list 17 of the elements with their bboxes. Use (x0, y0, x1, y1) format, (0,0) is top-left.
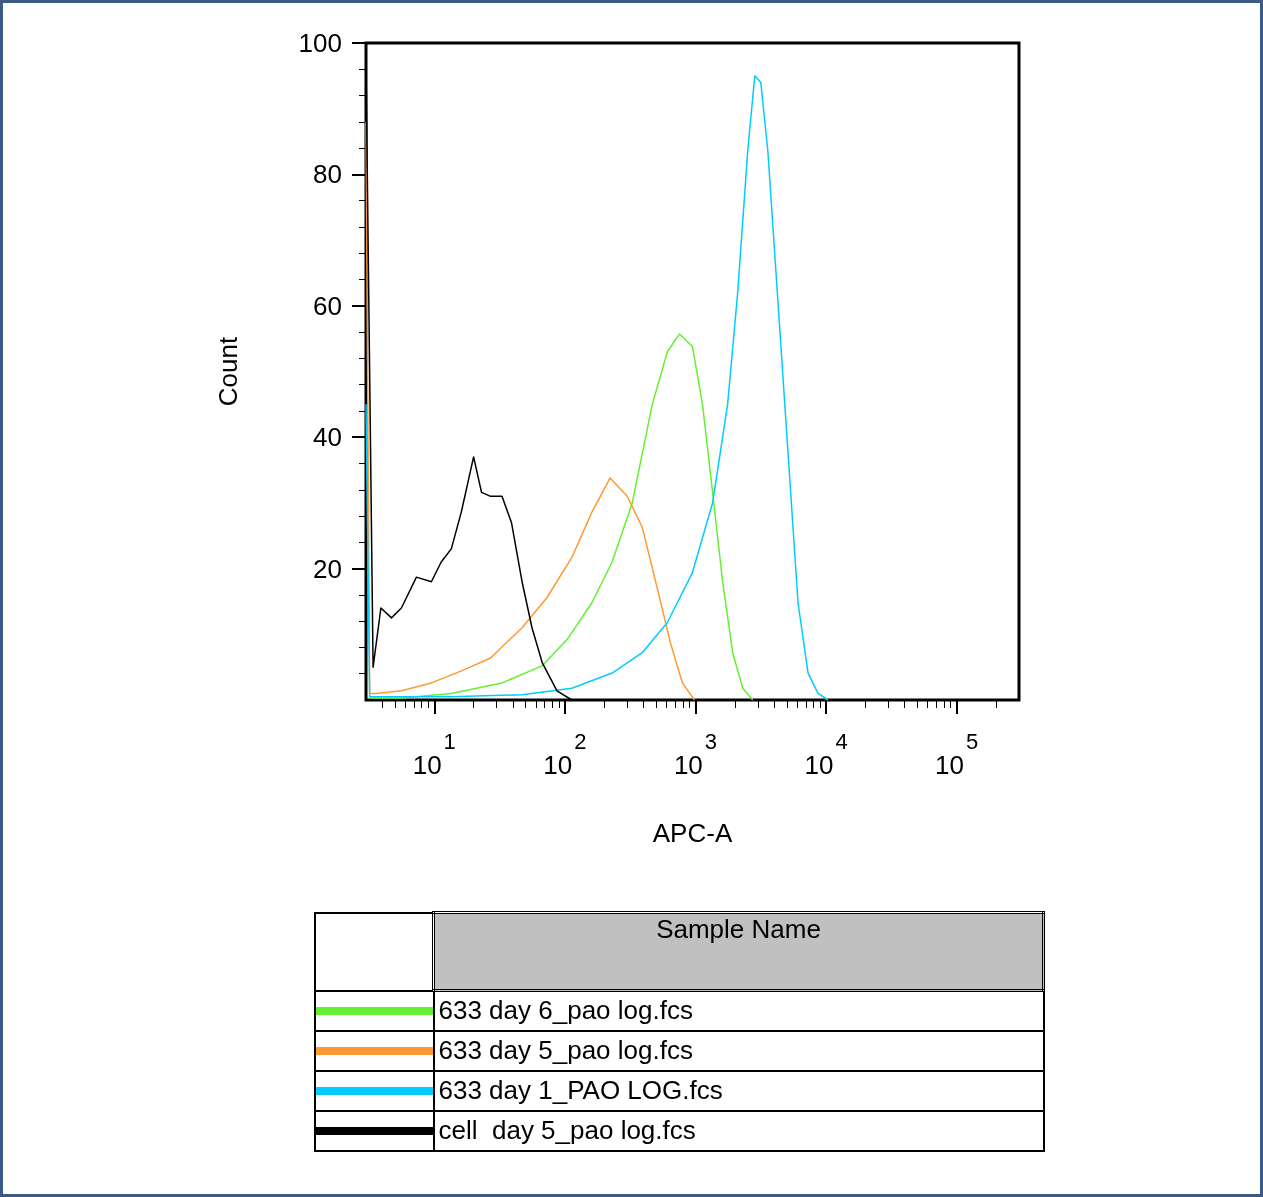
y-tick-label: 40 (313, 422, 342, 453)
legend-label: 633 day 6_pao log.fcs (433, 990, 1044, 1031)
y-axis-title: Count (213, 336, 243, 407)
x-tick-label: 102 (543, 728, 587, 780)
legend-label: 633 day 1_PAO LOG.fcs (433, 1070, 1044, 1111)
x-tick-label: 104 (804, 728, 848, 780)
legend-label: 633 day 5_pao log.fcs (433, 1030, 1044, 1071)
legend-label: cell day 5_pao log.fcs (433, 1110, 1044, 1151)
y-tick-label: 100 (298, 28, 342, 58)
x-axis-title: APC-A (652, 818, 733, 848)
legend-title: Sample Name (433, 912, 1044, 991)
x-tick-label: 105 (935, 728, 979, 780)
y-tick-label: 60 (313, 290, 342, 321)
x-tick-label: 103 (673, 728, 718, 780)
x-tick-label: 101 (412, 728, 456, 780)
y-tick-label: 20 (313, 553, 342, 584)
y-tick-label: 80 (313, 159, 342, 190)
